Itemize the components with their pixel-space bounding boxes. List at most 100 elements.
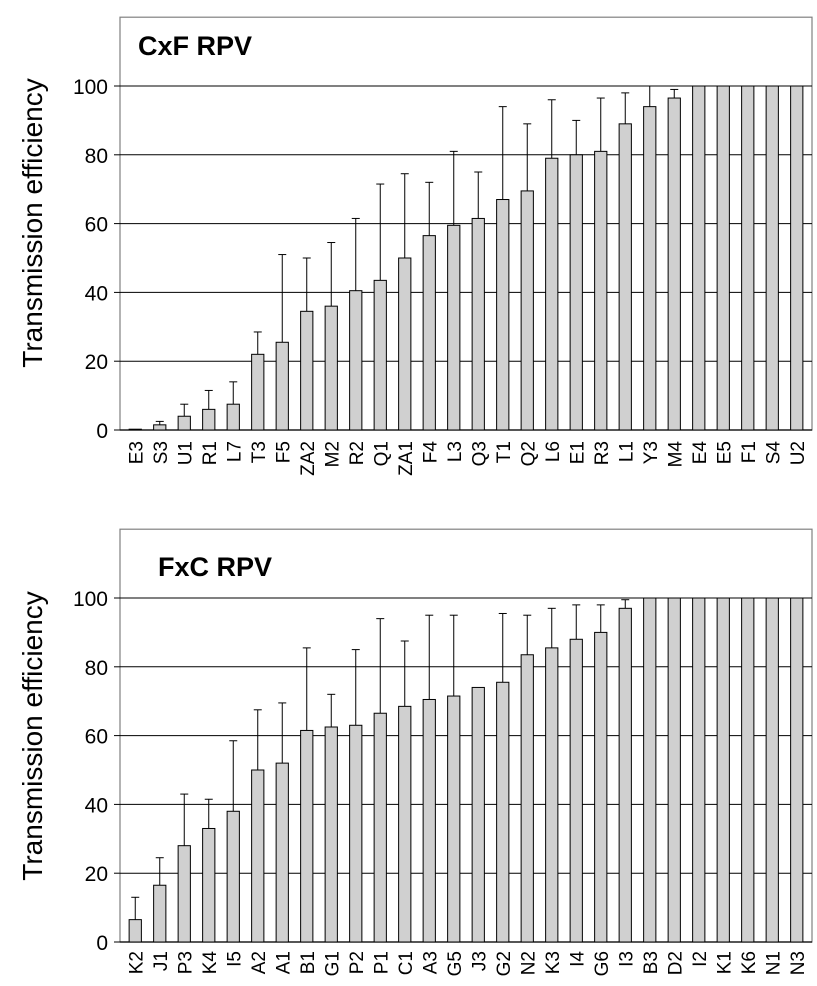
category-label: B3: [641, 951, 662, 974]
bar-C1: [398, 705, 412, 943]
bar-Q1: [373, 279, 387, 431]
fxc-rpv-chart: 0 20 40 60 80 100 Transmission efficiency FxC R…: [17, 528, 813, 976]
y-axis-label: Transmission efficiency: [17, 591, 48, 880]
bar-A2: [251, 769, 265, 943]
y-tick-label: 40: [85, 282, 108, 305]
category-label: G2: [494, 951, 515, 976]
bar-M2: [324, 305, 338, 431]
bar-E4: [692, 85, 706, 431]
category-label: Y3: [641, 441, 662, 464]
category-label: R3: [592, 441, 613, 465]
bar-Q2: [520, 190, 534, 431]
category-label: L7: [224, 441, 245, 462]
category-label: L1: [616, 441, 637, 462]
category-label: N2: [518, 951, 539, 975]
category-label: L6: [543, 441, 564, 462]
category-label: F5: [273, 441, 294, 463]
category-label: M4: [665, 441, 686, 468]
category-label: U1: [175, 441, 196, 465]
category-label: F1: [739, 441, 760, 463]
bar-E1: [569, 154, 583, 431]
category-label: K6: [739, 951, 760, 974]
category-label: J1: [151, 951, 172, 971]
bar-Y3: [643, 106, 657, 431]
bar-B3: [643, 597, 657, 943]
category-label: K4: [200, 951, 221, 975]
y-tick-label: 60: [85, 214, 108, 237]
bar-I3: [618, 607, 632, 943]
bar-L3: [447, 224, 461, 431]
bar-P3: [177, 845, 191, 943]
bar-N2: [520, 654, 534, 943]
y-tick-label: 100: [73, 76, 108, 99]
category-label: G1: [322, 951, 343, 976]
bar-F5: [275, 341, 289, 431]
bar-A1: [275, 762, 289, 943]
category-label: Q2: [518, 441, 539, 466]
category-label: E4: [690, 441, 711, 465]
category-label: Q3: [469, 441, 490, 466]
category-label: L3: [445, 441, 466, 462]
category-label: F4: [420, 441, 441, 464]
category-label: S3: [151, 441, 172, 464]
category-label: G5: [445, 951, 466, 976]
bar-R3: [594, 150, 608, 431]
bar-R2: [349, 290, 363, 431]
category-label: R1: [200, 441, 221, 465]
y-axis-label: Transmission efficiency: [17, 78, 48, 367]
chart-title: FxC RPV: [158, 552, 272, 582]
category-label: I2: [690, 951, 711, 967]
bar-G5: [447, 695, 461, 943]
bar-G6: [594, 631, 608, 943]
bar-K6: [741, 597, 755, 943]
category-label: K3: [543, 951, 564, 974]
bar-J3: [471, 686, 485, 943]
category-label: I5: [224, 951, 245, 967]
category-label: I4: [567, 951, 588, 967]
bar-I4: [569, 638, 583, 943]
bar-R1: [202, 408, 216, 431]
bar-F1: [741, 85, 755, 431]
category-label: N3: [788, 951, 809, 975]
bar-P1: [373, 712, 387, 943]
category-label: D2: [665, 951, 686, 975]
category-label: E5: [714, 441, 735, 464]
bar-K1: [716, 597, 730, 943]
category-label: I3: [616, 951, 637, 967]
category-label: E1: [567, 441, 588, 464]
category-label: A2: [249, 951, 270, 974]
y-tick-label: 0: [96, 420, 108, 443]
bar-M4: [667, 97, 681, 431]
bar-U1: [177, 415, 191, 431]
category-label: J3: [469, 951, 490, 971]
category-label: K2: [126, 951, 147, 974]
bar-I5: [226, 810, 240, 943]
bar-D2: [667, 597, 681, 943]
bar-Q3: [471, 217, 485, 431]
bar-K2: [128, 919, 142, 943]
bar-L6: [545, 157, 559, 431]
y-tick-label: 0: [96, 932, 108, 955]
bar-S3: [153, 424, 167, 431]
y-tick-label: 60: [85, 726, 108, 749]
bar-T3: [251, 353, 265, 431]
bar-U2: [790, 85, 804, 431]
category-label: ZA1: [396, 441, 417, 476]
y-tick-label: 20: [85, 351, 108, 374]
bar-A3: [422, 698, 436, 943]
bar-ZA1: [398, 257, 412, 431]
bar-T1: [496, 199, 510, 431]
category-label: Q1: [371, 441, 392, 466]
bar-I2: [692, 597, 706, 943]
y-tick-label: 40: [85, 794, 108, 817]
y-tick-label: 80: [85, 657, 108, 680]
bar-J1: [153, 884, 167, 943]
category-label: S4: [763, 441, 784, 465]
bar-L1: [618, 123, 632, 431]
category-label: B1: [298, 951, 319, 974]
category-label: T1: [494, 441, 515, 463]
bar-N3: [790, 597, 804, 943]
bar-K3: [545, 647, 559, 943]
category-label: A1: [273, 951, 294, 974]
